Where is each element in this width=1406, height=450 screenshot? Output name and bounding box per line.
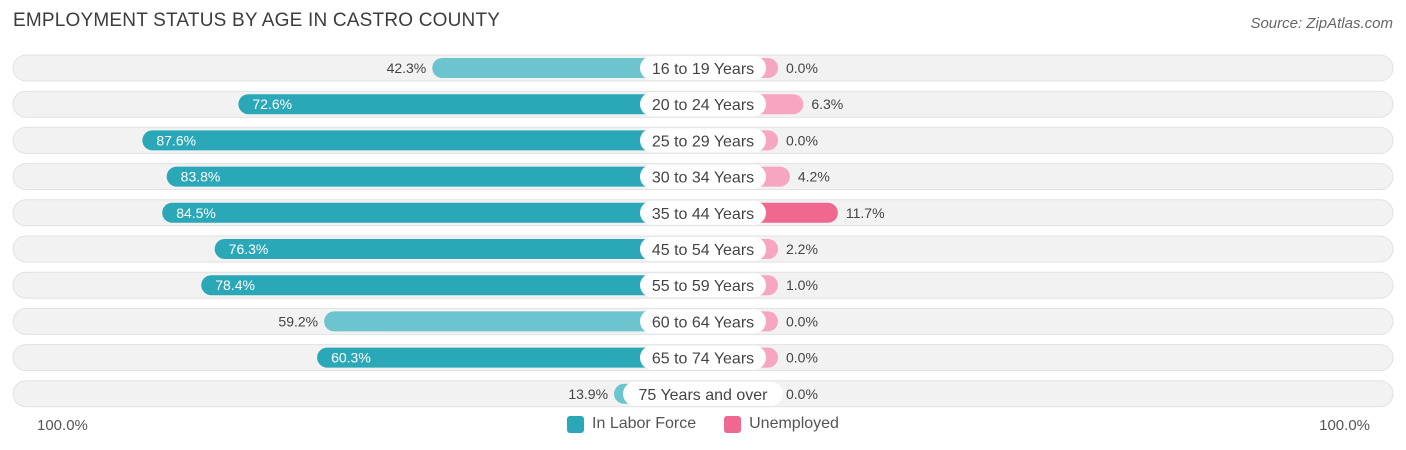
bar-in-labor-force [432,58,703,78]
value-label-unemployed: 0.0% [786,60,818,76]
value-label-in-labor-force: 59.2% [278,313,318,329]
category-label: 45 to 54 Years [652,242,754,259]
value-label-in-labor-force: 60.3% [331,350,371,366]
bar-in-labor-force [142,130,704,151]
value-label-in-labor-force: 76.3% [229,241,269,257]
category-label: 20 to 24 Years [652,97,754,114]
value-label-unemployed: 6.3% [811,96,843,112]
bar-in-labor-force [324,311,703,332]
category-label: 60 to 64 Years [652,314,754,331]
value-label-unemployed: 0.0% [786,132,818,148]
value-label-unemployed: 1.0% [786,277,818,293]
category-label: 16 to 19 Years [652,61,754,78]
category-label: 35 to 44 Years [652,206,754,223]
value-label-unemployed: 0.0% [786,350,818,366]
bar-in-labor-force [166,166,703,187]
legend-swatch-unemployed [724,415,742,433]
value-label-in-labor-force: 42.3% [387,60,427,76]
value-label-unemployed: 4.2% [798,169,830,185]
bar-in-labor-force [238,94,704,115]
value-label-in-labor-force: 87.6% [156,132,196,148]
legend-item-unemployed[interactable]: Unemployed [724,415,839,433]
category-label-background [640,200,766,225]
category-label-background [640,164,766,189]
category-label-background [640,309,766,334]
legend-label-unemployed: Unemployed [749,415,839,432]
legend-item-in-labor-force[interactable]: In Labor Force [567,415,696,433]
category-label-background [640,92,766,117]
category-label-background [640,237,766,261]
chart-title: EMPLOYMENT STATUS BY AGE IN CASTRO COUNT… [13,10,501,31]
value-label-in-labor-force: 13.9% [568,386,608,402]
value-label-in-labor-force: 78.4% [215,277,255,293]
value-label-in-labor-force: 83.8% [181,169,221,185]
axis-left-label: 100.0% [37,417,88,434]
category-label: 25 to 29 Years [652,133,754,150]
value-label-unemployed: 0.0% [786,313,818,329]
category-label: 75 Years and over [639,387,769,404]
category-label-background [640,345,766,370]
axis-right-label: 100.0% [1319,417,1370,434]
category-label: 55 to 59 Years [652,278,754,295]
legend-label-in-labor-force: In Labor Force [592,415,697,432]
category-label-background [623,381,783,406]
category-label: 30 to 34 Years [652,170,754,187]
bar-in-labor-force [201,275,704,296]
category-label-background [640,128,766,153]
category-label-background [640,273,766,298]
value-label-unemployed: 2.2% [786,241,818,257]
category-label: 65 to 74 Years [652,351,754,368]
bar-in-labor-force [214,239,703,259]
bar-in-labor-force [317,347,703,368]
bar-in-labor-force [162,202,703,223]
legend: In Labor Force Unemployed [0,415,1406,433]
chart-plot: 42.3% 0.0% 16 to 19 Years 72.6% 6.3% 20 to 24… [12,54,1394,408]
legend-swatch-in-labor-force [567,415,585,433]
value-label-unemployed: 11.7% [846,205,885,221]
value-label-in-labor-force: 84.5% [176,205,216,221]
value-label-unemployed: 0.0% [786,386,818,402]
value-label-in-labor-force: 72.6% [252,96,292,112]
chart-source: Source: ZipAtlas.com [1250,15,1393,32]
category-label-background [640,56,766,80]
